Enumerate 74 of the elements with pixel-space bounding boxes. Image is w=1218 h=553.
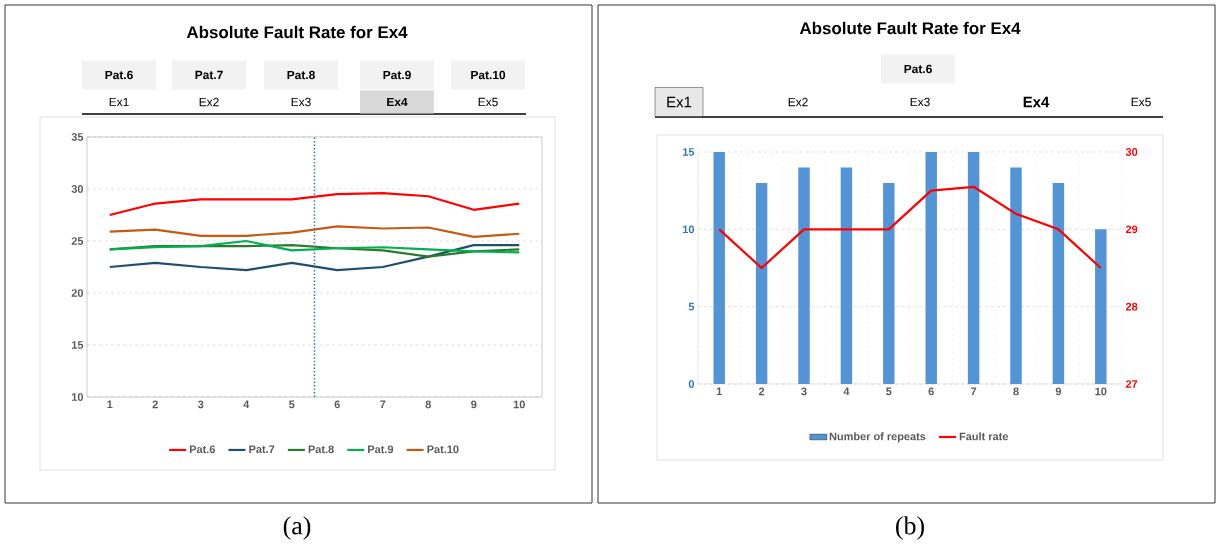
- y-tick-label: 10: [71, 393, 84, 401]
- y-tick-label: 20: [71, 289, 84, 297]
- bar: [798, 167, 810, 384]
- legend-label: Pat.8: [308, 445, 334, 454]
- x-tick-label: 6: [334, 400, 340, 409]
- line-series: [108, 225, 521, 238]
- text: Pat.10: [471, 70, 506, 80]
- text: Ex2: [199, 97, 219, 107]
- x-tick-label: 3: [197, 400, 204, 409]
- legend-label: Number of repeats: [829, 432, 926, 443]
- bar: [840, 167, 853, 384]
- text: Pat.9: [383, 70, 411, 80]
- bar: [755, 182, 768, 384]
- text: Ex5: [1131, 97, 1151, 107]
- bar: [1095, 229, 1107, 384]
- y-tick-label: 30: [71, 185, 84, 193]
- x-tick-label: 3: [801, 387, 807, 396]
- text: Pat.7: [195, 70, 223, 80]
- x-tick-label: 2: [152, 400, 158, 409]
- y-tick-label: 10: [682, 225, 695, 234]
- text: Ex1: [109, 97, 129, 107]
- text: Ex1: [667, 96, 692, 108]
- x-tick-label: 1: [107, 400, 113, 409]
- legend-label: Fault rate: [959, 432, 1008, 441]
- x-tick-label: 2: [758, 387, 765, 396]
- text: Ex3: [910, 97, 930, 107]
- bar: [967, 152, 980, 384]
- x-tick-label: 8: [425, 400, 431, 409]
- x-tick-label: 8: [1013, 387, 1019, 396]
- y-tick-label: 0: [688, 380, 695, 388]
- x-tick-label: 9: [1055, 387, 1062, 396]
- chart-title: Absolute Fault Rate for Ex4: [799, 21, 1021, 35]
- line-series: [108, 244, 521, 272]
- x-tick-label: 9: [471, 400, 477, 409]
- x-tick-label: 7: [971, 387, 977, 396]
- bar: [1010, 167, 1022, 384]
- x-tick-label: 7: [380, 400, 386, 409]
- text: (b): [896, 516, 924, 540]
- text: Ex2: [788, 97, 808, 107]
- legend-label: Pat.9: [368, 445, 394, 454]
- legend-label: Pat.7: [249, 445, 275, 454]
- y2-tick-label: 27: [1125, 380, 1138, 388]
- y-tick-label: 25: [71, 237, 84, 245]
- y-tick-label: 15: [71, 341, 84, 349]
- text: (a): [283, 516, 311, 540]
- y-tick-label: 15: [682, 148, 695, 156]
- bar: [925, 152, 937, 384]
- legend-label: Pat.6: [189, 445, 215, 454]
- text: Pat.6: [105, 70, 133, 80]
- text: Pat.6: [904, 64, 932, 74]
- x-tick-label: 6: [928, 387, 934, 396]
- x-tick-label: 10: [513, 400, 525, 409]
- text: Ex5: [478, 97, 498, 107]
- bar: [1052, 182, 1065, 384]
- x-tick-label: 5: [886, 387, 892, 396]
- x-tick-label: 4: [843, 387, 850, 396]
- x-tick-label: 1: [716, 387, 722, 396]
- x-tick-label: 5: [289, 400, 295, 409]
- y-tick-label: 35: [71, 133, 84, 141]
- legend-label: Pat.10: [427, 445, 459, 454]
- y2-tick-label: 30: [1125, 148, 1138, 156]
- text: Ex4: [1023, 96, 1050, 108]
- text: Pat.8: [287, 70, 315, 80]
- line-series: [108, 239, 521, 254]
- bar: [883, 182, 895, 384]
- text: Ex4: [387, 97, 408, 107]
- x-tick-label: 4: [243, 400, 250, 409]
- bar: [713, 152, 725, 384]
- y2-tick-label: 29: [1125, 225, 1138, 234]
- x-tick-label: 10: [1095, 387, 1107, 396]
- chart-title: Absolute Fault Rate for Ex4: [186, 25, 408, 39]
- y-tick-label: 5: [688, 302, 695, 311]
- text: Ex3: [291, 97, 311, 107]
- y2-tick-label: 28: [1125, 302, 1138, 311]
